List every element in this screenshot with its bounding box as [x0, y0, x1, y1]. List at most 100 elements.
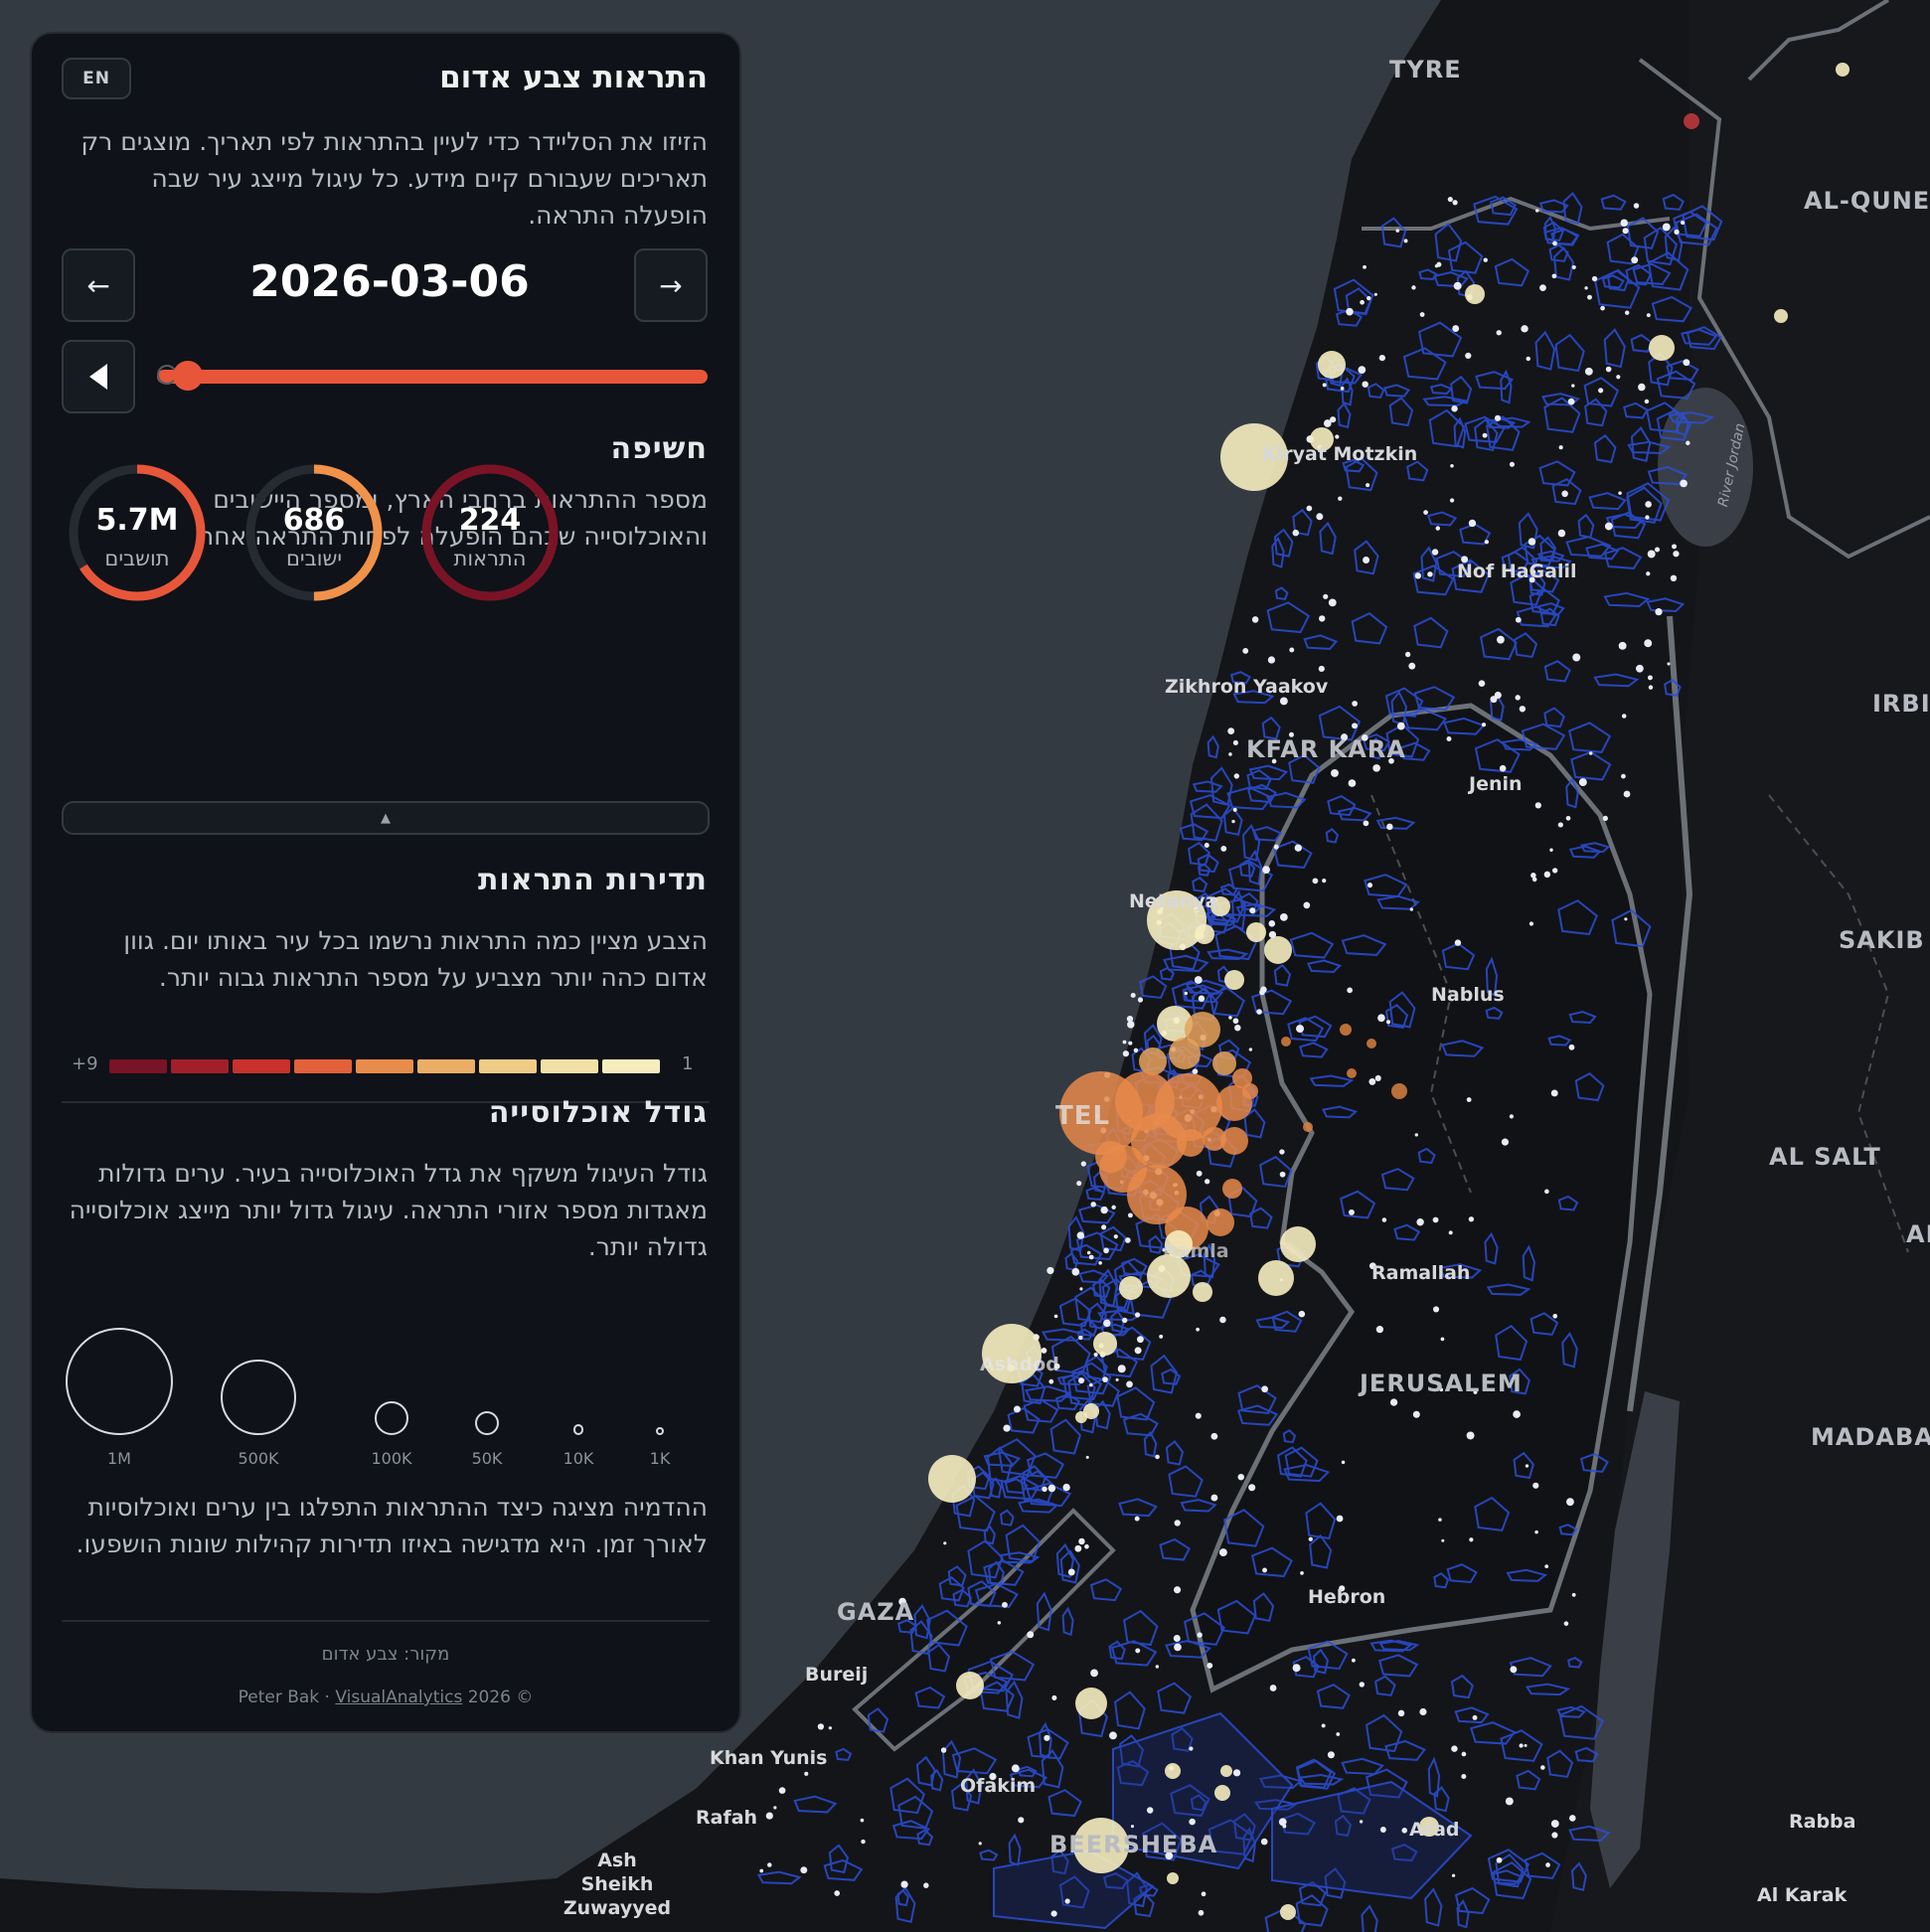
municipal-outline: [1406, 460, 1429, 482]
legend-swatch: [602, 1059, 660, 1073]
municipal-outline: [1500, 369, 1513, 404]
municipal-outline: [1600, 194, 1627, 211]
municipal-outline: [1058, 1297, 1092, 1328]
settlement-dot: [1557, 822, 1563, 828]
date-slider-thumb[interactable]: [172, 361, 203, 391]
settlement-dot: [1403, 239, 1408, 243]
settlement-dot: [1103, 1247, 1109, 1254]
map-label-kiryat-motzkin: Kiryat Motzkin: [1262, 443, 1418, 465]
municipal-outline: [1017, 1498, 1059, 1514]
settlement-dot: [1534, 802, 1541, 809]
legend-swatch: [109, 1059, 167, 1073]
municipal-outline: [1118, 1498, 1158, 1518]
map-label-zikhron-yaakov: Zikhron Yaakov: [1165, 676, 1329, 698]
settlement-dot: [1228, 1016, 1232, 1020]
municipal-outline: [1322, 1105, 1359, 1119]
settlement-dot: [1483, 257, 1488, 262]
settlement-dot: [1352, 701, 1359, 707]
divider: [62, 1101, 710, 1103]
ring-label: תושבים: [104, 547, 170, 570]
municipal-outline: [1574, 1746, 1599, 1763]
municipal-outline: [1049, 1418, 1081, 1455]
municipal-outline: [1438, 1263, 1483, 1279]
alert-circle: [1075, 1688, 1107, 1719]
alert-circle: [1347, 1068, 1357, 1078]
municipal-outline: [1067, 1215, 1085, 1252]
municipal-outline: [1226, 786, 1273, 811]
municipal-outline: [1208, 986, 1245, 1018]
municipal-outline: [1551, 478, 1582, 506]
settlement-dot: [1237, 1473, 1244, 1481]
municipal-outline: [1402, 347, 1447, 381]
municipal-outline: [1296, 1759, 1337, 1790]
municipal-outline: [1603, 328, 1626, 369]
settlement-dot: [1312, 878, 1319, 885]
settlement-dot: [1618, 641, 1627, 650]
play-button[interactable]: [62, 340, 135, 413]
settlement-dot: [1549, 848, 1553, 852]
legend-swatch: [356, 1059, 413, 1073]
municipal-outline: [1159, 966, 1176, 981]
municipal-outline: [1288, 753, 1321, 784]
municipal-outline: [1259, 1155, 1293, 1189]
municipal-outline: [951, 1782, 973, 1812]
settlement-dot: [1048, 1378, 1054, 1384]
alert-circle: [1127, 1165, 1187, 1224]
settlement-dot: [1122, 1317, 1128, 1324]
municipal-outline: [1184, 1612, 1225, 1646]
settlement-dot: [1227, 727, 1235, 735]
credit-link[interactable]: VisualAnalytics: [335, 1688, 463, 1707]
municipal-outline: [1219, 883, 1238, 896]
municipal-outline: [1428, 408, 1466, 448]
municipal-outline: [1480, 627, 1518, 661]
municipal-outline: [1159, 1537, 1191, 1561]
settlement-dot: [1340, 387, 1345, 391]
municipal-outline: [1102, 1872, 1129, 1890]
alert-circle: [1139, 1047, 1167, 1075]
credit-year: 2026 ©: [462, 1688, 534, 1707]
settlement-dot: [1279, 913, 1288, 921]
settlement-dot: [1569, 1815, 1576, 1822]
settlement-dot: [1210, 1432, 1218, 1440]
map-label-ramla: Ramla: [1163, 1240, 1229, 1262]
municipal-outline: [1139, 1883, 1159, 1897]
settlement-dot: [1528, 538, 1536, 546]
settlement-dot: [1306, 505, 1313, 512]
municipal-outline: [1390, 1844, 1418, 1862]
map-label-jerusalem: JERUSALEM: [1360, 1369, 1523, 1397]
alert-circle: [1220, 1765, 1232, 1777]
settlement-dot: [1232, 807, 1237, 812]
settlement-dot: [1074, 1544, 1082, 1552]
settlement-dot: [1644, 399, 1650, 404]
size-legend-label: 1K: [649, 1449, 671, 1468]
municipal-outline: [1085, 1186, 1105, 1201]
settlement-dot: [1130, 1825, 1135, 1829]
collapse-toggle-button[interactable]: ▲: [62, 801, 710, 835]
settlement-dot: [1552, 241, 1557, 246]
municipal-outline: [1664, 226, 1684, 262]
settlement-dot: [1401, 1828, 1408, 1834]
settlement-dot: [1327, 1751, 1335, 1759]
municipal-outline: [1450, 1674, 1474, 1699]
municipal-outline: [1170, 1784, 1210, 1817]
settlement-dot: [1468, 519, 1477, 528]
settlement-dot: [1636, 664, 1644, 673]
municipal-outline: [1553, 246, 1574, 281]
settlement-dot: [1505, 1797, 1514, 1806]
settlement-dot: [1101, 1224, 1107, 1230]
settlement-dot: [1472, 1714, 1478, 1720]
municipal-outline: [1273, 528, 1294, 558]
settlement-dot: [1279, 1149, 1285, 1155]
municipal-outline: [1232, 690, 1275, 705]
settlement-dot: [1133, 1047, 1139, 1053]
settlement-dot: [1084, 1543, 1089, 1549]
municipal-outline: [1039, 1721, 1052, 1759]
settlement-dot: [1127, 1212, 1133, 1218]
municipal-outline: [1098, 1268, 1118, 1308]
next-date-button[interactable]: →: [634, 248, 708, 322]
language-toggle-button[interactable]: EN: [62, 58, 131, 99]
municipal-outline: [1295, 1894, 1329, 1927]
settlement-dot: [1551, 868, 1558, 874]
previous-date-button[interactable]: ←: [62, 248, 135, 322]
date-slider-track[interactable]: [157, 370, 708, 384]
